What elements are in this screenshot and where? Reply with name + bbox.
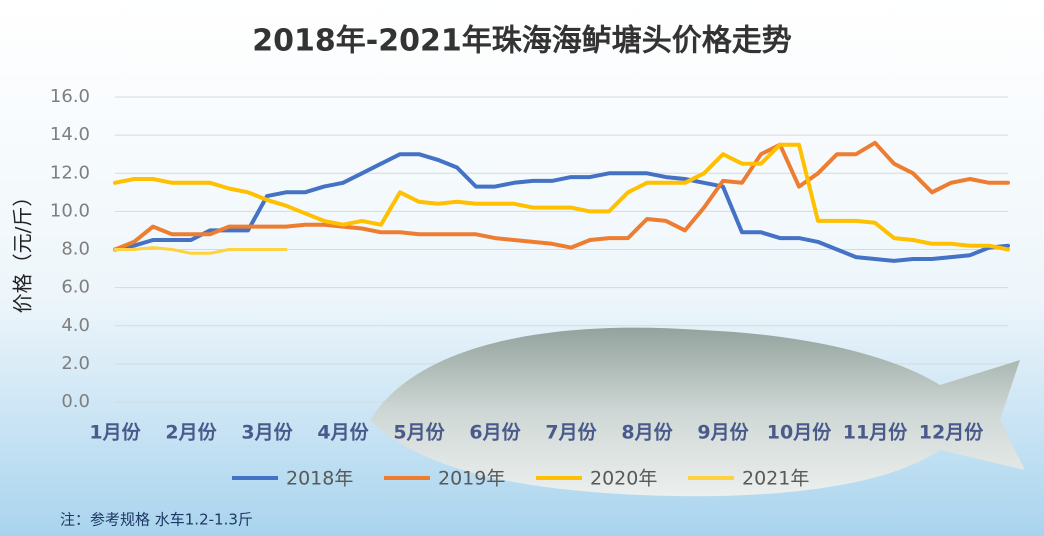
x-tick-label: 9月份 <box>697 421 749 444</box>
x-tick-label: 8月份 <box>621 421 673 444</box>
x-tick-label: 12月份 <box>919 421 984 444</box>
y-tick-label: 0.0 <box>61 391 90 412</box>
note: 注：参考规格 水车1.2-1.3斤 <box>60 511 253 529</box>
y-tick-label: 16.0 <box>50 86 90 107</box>
x-tick-label: 4月份 <box>317 421 369 444</box>
y-tick-label: 14.0 <box>50 124 90 145</box>
y-tick-label: 6.0 <box>61 277 90 298</box>
series-line <box>113 246 288 255</box>
series-line <box>113 142 1010 252</box>
y-axis-label: 价格（元/斤） <box>11 187 35 314</box>
fish-illustration <box>370 327 1025 497</box>
legend-label: 2021年 <box>742 468 809 490</box>
y-tick-label: 10.0 <box>50 200 90 221</box>
x-tick-label: 6月份 <box>469 421 521 444</box>
x-tick-label: 1月份 <box>89 421 141 444</box>
x-tick-label: 10月份 <box>767 421 832 444</box>
series-line <box>113 140 1010 252</box>
x-tick-label: 3月份 <box>241 421 293 444</box>
x-tick-label: 7月份 <box>545 421 597 444</box>
x-tick-label: 11月份 <box>843 421 908 444</box>
x-tick-label: 5月份 <box>393 421 445 444</box>
y-tick-label: 12.0 <box>50 162 90 183</box>
series-line <box>113 152 1010 263</box>
chart-title: 2018年-2021年珠海海鲈塘头价格走势 <box>252 24 791 59</box>
legend-label: 2018年 <box>286 468 353 490</box>
x-tick-label: 2月份 <box>165 421 217 444</box>
legend-label: 2019年 <box>438 468 505 490</box>
y-tick-label: 2.0 <box>61 353 90 374</box>
y-tick-label: 4.0 <box>61 315 90 336</box>
legend-label: 2020年 <box>590 468 657 490</box>
y-tick-label: 8.0 <box>61 239 90 260</box>
